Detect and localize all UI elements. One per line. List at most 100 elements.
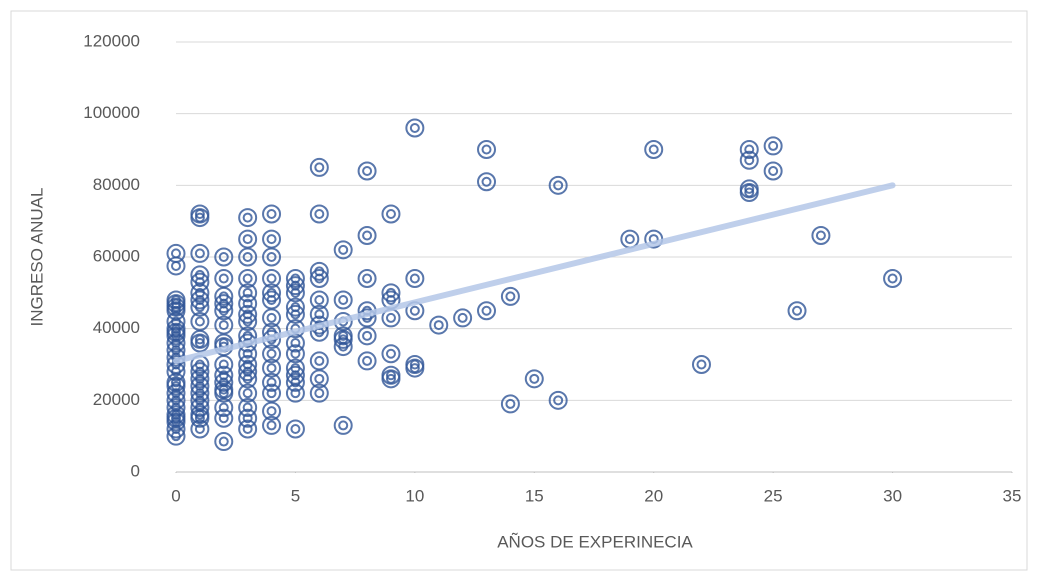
point-outer <box>190 290 210 310</box>
point-inner <box>409 305 420 316</box>
point-outer <box>214 432 234 452</box>
point-outer <box>238 408 258 428</box>
point-outer <box>166 256 186 276</box>
point <box>381 369 401 389</box>
point-outer <box>285 383 305 403</box>
point <box>190 333 210 353</box>
point <box>190 208 210 228</box>
point-inner <box>218 388 229 399</box>
point-outer <box>238 312 258 331</box>
point-inner <box>385 295 396 305</box>
point <box>763 161 783 181</box>
point-inner <box>481 305 492 316</box>
point-inner <box>505 398 516 409</box>
point <box>381 204 401 224</box>
point-inner <box>744 144 755 155</box>
point-inner <box>290 377 301 388</box>
point-inner <box>696 359 707 370</box>
point-outer <box>166 419 186 439</box>
point <box>285 344 305 364</box>
point-outer <box>787 301 807 321</box>
point <box>214 247 234 267</box>
point-inner <box>242 388 253 399</box>
point-inner <box>242 234 253 245</box>
point-outer <box>309 290 329 310</box>
point <box>309 290 329 310</box>
point-inner <box>266 209 277 219</box>
point <box>262 401 282 421</box>
point <box>214 432 234 452</box>
point-inner <box>362 273 373 284</box>
point <box>357 326 377 346</box>
point <box>309 269 329 288</box>
point-outer <box>190 283 210 303</box>
point-inner <box>266 252 277 262</box>
point-inner <box>887 273 898 284</box>
point-outer <box>500 286 520 306</box>
point-inner <box>768 166 779 176</box>
point-inner <box>314 162 325 173</box>
point <box>262 344 282 364</box>
point-outer <box>190 383 210 403</box>
chart-border <box>10 10 1028 571</box>
point <box>405 118 425 138</box>
point-inner <box>242 373 253 384</box>
point <box>811 226 831 245</box>
point-inner <box>242 413 253 424</box>
point-outer <box>214 294 234 314</box>
point-inner <box>338 295 349 305</box>
point-inner <box>266 273 277 284</box>
x-tick-label: 30 <box>883 486 902 505</box>
point <box>405 269 425 288</box>
point <box>548 175 568 195</box>
trendline <box>173 182 896 364</box>
point-inner <box>171 305 181 316</box>
point-inner <box>290 424 301 434</box>
point-inner <box>768 140 779 151</box>
x-tick-label: 15 <box>525 486 544 505</box>
point-inner <box>481 144 492 155</box>
point-outer <box>739 183 759 202</box>
point-inner <box>194 302 205 313</box>
point-outer <box>381 369 401 389</box>
point-inner <box>338 244 349 255</box>
point-outer <box>190 419 210 439</box>
point-outer <box>333 337 353 357</box>
point-outer <box>309 157 329 177</box>
point-inner <box>242 298 253 309</box>
point-inner <box>744 187 755 198</box>
point-inner <box>266 377 277 388</box>
point-inner <box>218 320 229 331</box>
point-outer <box>763 161 783 181</box>
point-inner <box>290 388 301 399</box>
point-inner <box>171 260 181 271</box>
point-inner <box>362 355 373 366</box>
point-inner <box>362 230 373 241</box>
y-tick-label: 60000 <box>93 246 140 265</box>
point <box>548 390 568 410</box>
point-outer <box>405 358 425 378</box>
point-outer <box>309 369 329 389</box>
point-outer <box>214 301 234 321</box>
point <box>477 172 497 192</box>
point-inner <box>314 388 325 399</box>
point <box>405 358 425 378</box>
point-inner <box>266 406 277 417</box>
point <box>333 415 353 435</box>
point <box>214 301 234 321</box>
point-outer <box>309 269 329 288</box>
point-inner <box>792 305 803 316</box>
point-outer <box>214 247 234 267</box>
point <box>285 283 305 303</box>
point <box>190 297 210 317</box>
point <box>262 308 282 328</box>
point-outer <box>238 419 258 439</box>
point-outer <box>238 283 258 303</box>
point <box>166 256 186 276</box>
point-outer <box>405 118 425 138</box>
point-outer <box>357 226 377 245</box>
point-inner <box>409 363 420 374</box>
point-outer <box>238 247 258 267</box>
point-outer <box>262 322 282 342</box>
point <box>238 283 258 303</box>
